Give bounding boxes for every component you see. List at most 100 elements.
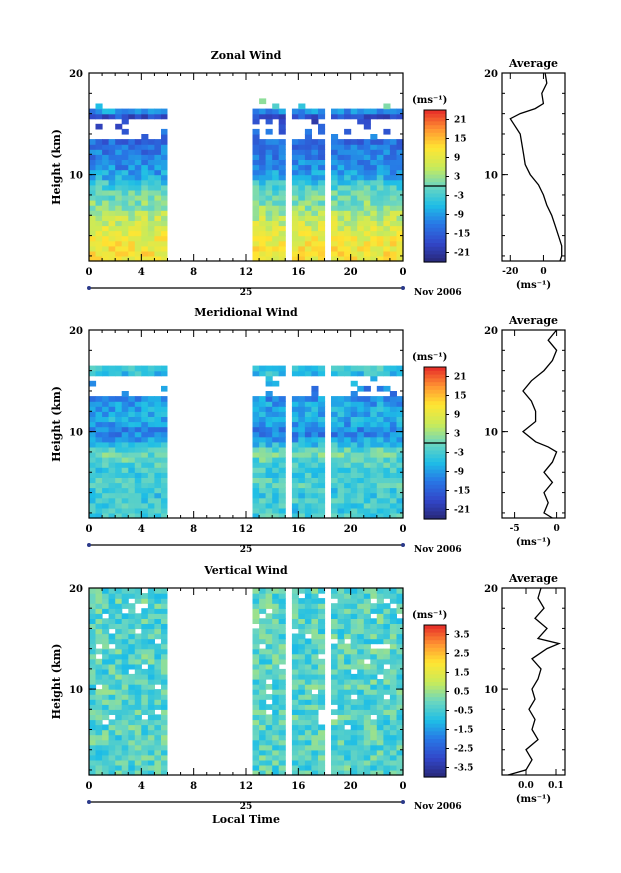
heatmap-cell: [331, 411, 339, 417]
heatmap-cell: [298, 623, 306, 630]
heatmap-cell: [291, 154, 299, 160]
date-axis-endpoint: [87, 543, 91, 547]
heatmap-cell: [291, 421, 299, 428]
colorbar-tick-label: -9: [454, 211, 464, 221]
heatmap-cell: [265, 653, 273, 660]
heatmap-cell: [331, 668, 339, 675]
heatmap-cell: [89, 663, 97, 670]
heatmap-cell: [252, 603, 260, 609]
heatmap-cell: [134, 598, 142, 604]
heatmap-cell: [265, 240, 273, 247]
heatmap-cell: [259, 492, 267, 499]
heatmap-cell: [108, 210, 116, 216]
heatmap-cell: [344, 668, 352, 675]
heatmap-cell: [259, 436, 267, 443]
heatmap-cell: [376, 497, 384, 504]
heatmap-cell: [291, 759, 299, 766]
heatmap-cell: [95, 623, 103, 630]
heatmap-cell: [344, 608, 352, 614]
profile-x-tick-label: 0: [553, 524, 559, 534]
heatmap-cell: [89, 149, 97, 155]
heatmap-cell: [389, 492, 397, 499]
heatmap-cell: [108, 462, 116, 468]
heatmap-cell: [396, 184, 404, 191]
heatmap-cell: [147, 255, 155, 262]
heatmap-cell: [115, 215, 123, 221]
heatmap-cell: [383, 709, 391, 715]
heatmap-cell: [363, 598, 371, 604]
heatmap-cell: [350, 380, 358, 387]
colorbar-cell: [424, 769, 446, 774]
heatmap-cell: [115, 108, 123, 115]
heatmap-cell: [376, 754, 384, 761]
heatmap-cell: [350, 179, 358, 186]
heatmap-cell: [370, 411, 378, 417]
heatmap-cell: [318, 648, 326, 655]
heatmap-cell: [272, 421, 280, 428]
heatmap-cell: [370, 724, 378, 731]
heatmap-cell: [278, 507, 286, 514]
heatmap-cell: [102, 477, 110, 484]
heatmap-cell: [115, 421, 123, 428]
heatmap-cell: [259, 714, 267, 721]
heatmap-cell: [350, 441, 358, 448]
colorbar-cell: [424, 666, 446, 672]
heatmap-cell: [331, 421, 339, 428]
heatmap-cell: [154, 472, 162, 478]
colorbar-cell: [424, 481, 446, 486]
heatmap-cell: [357, 709, 365, 715]
heatmap-cell: [311, 391, 319, 397]
heatmap-cell: [291, 482, 299, 489]
heatmap-cell: [376, 663, 384, 670]
heatmap-cell: [396, 643, 404, 650]
heatmap-cell: [102, 411, 110, 417]
colorbar-cell: [424, 503, 446, 509]
colorbar-cell: [424, 723, 446, 729]
heatmap-cell: [357, 477, 365, 484]
heatmap-cell: [357, 734, 365, 741]
heatmap-cell: [252, 704, 260, 710]
heatmap-cell: [331, 487, 339, 494]
heatmap-cell: [147, 220, 155, 227]
heatmap-cell: [121, 593, 129, 599]
heatmap-cell: [154, 230, 162, 237]
heatmap-cell: [265, 411, 273, 417]
heatmap-cell: [102, 714, 110, 721]
heatmap-cell: [383, 396, 391, 402]
heatmap-cell: [128, 673, 136, 680]
heatmap-cell: [147, 396, 155, 402]
heatmap-cell: [134, 457, 142, 463]
heatmap-cell: [298, 174, 306, 181]
colorbar-cell: [424, 628, 446, 634]
heatmap-cell: [291, 492, 299, 499]
heatmap-cell: [350, 618, 358, 624]
heatmap-cell: [344, 139, 352, 145]
heatmap-cell: [265, 643, 273, 650]
heatmap-cell: [350, 426, 358, 433]
heatmap-cell: [265, 391, 273, 397]
heatmap-cell: [383, 684, 391, 690]
heatmap-cell: [304, 653, 312, 660]
heatmap-cell: [304, 431, 312, 438]
heatmap-cell: [265, 159, 273, 166]
heatmap-cell: [344, 467, 352, 473]
heatmap-cell: [128, 492, 136, 499]
heatmap-cell: [252, 658, 260, 665]
heatmap-cell: [376, 431, 384, 438]
heatmap-cell: [318, 598, 326, 604]
heatmap-cell: [278, 113, 286, 120]
heatmap-cell: [89, 487, 97, 494]
colorbar-cell: [424, 212, 446, 217]
heatmap-cell: [265, 749, 273, 756]
heatmap-cell: [108, 704, 116, 710]
heatmap-cell: [396, 194, 404, 201]
heatmap-cell: [128, 477, 136, 484]
heatmap-cell: [337, 608, 345, 614]
heatmap-cell: [357, 179, 365, 186]
heatmap-cell: [376, 235, 384, 242]
heatmap-cell: [318, 769, 326, 776]
heatmap-cell: [147, 472, 155, 478]
heatmap-cell: [115, 436, 123, 443]
heatmap-cell: [115, 472, 123, 478]
heatmap-cell: [389, 502, 397, 509]
